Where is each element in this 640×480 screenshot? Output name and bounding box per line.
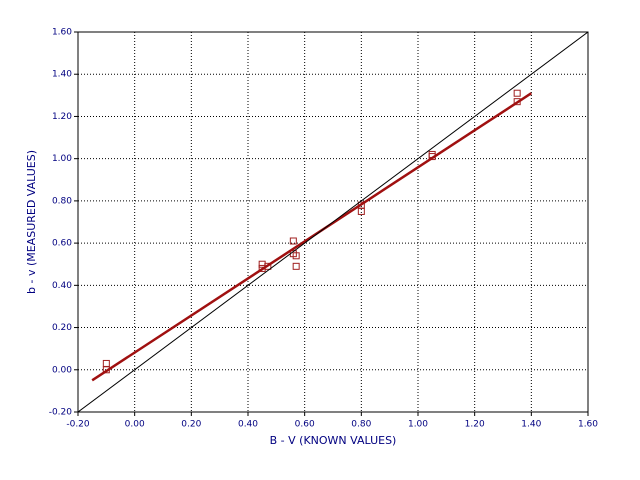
y-tick-label: 0.40: [52, 281, 72, 291]
x-tick-label: 1.60: [578, 420, 598, 430]
y-tick-label: -0.20: [49, 408, 73, 418]
point: [258, 260, 266, 268]
point: [102, 359, 110, 367]
x-axis-label: B - V (KNOWN VALUES): [270, 434, 397, 447]
x-tick-label: 0.60: [295, 420, 315, 430]
plot-frame: [77, 31, 589, 413]
x-tick-label: -0.20: [66, 420, 90, 430]
x-tick-label: 1.00: [408, 420, 428, 430]
y-tick-label: 1.60: [52, 28, 72, 38]
y-tick-label: 1.00: [52, 154, 72, 164]
y-tick-label: 0.60: [52, 239, 72, 249]
y-tick-label: 0.00: [52, 365, 72, 375]
y-tick-label: 1.20: [52, 112, 72, 122]
x-tick-label: 1.20: [465, 420, 485, 430]
x-tick-label: 0.00: [125, 420, 145, 430]
x-tick-label: 0.20: [181, 420, 201, 430]
y-axis-label: b - v (MEASURED VALUES): [25, 150, 38, 294]
y-tick-label: 0.80: [52, 196, 72, 206]
line: [78, 32, 588, 412]
x-tick-label: 0.80: [351, 420, 371, 430]
point: [357, 207, 365, 215]
point: [513, 89, 521, 97]
x-tick-label: 1.40: [521, 420, 541, 430]
point: [292, 262, 300, 270]
y-tick-label: 1.40: [52, 70, 72, 80]
point: [292, 252, 300, 260]
x-tick-label: 0.40: [238, 420, 258, 430]
y-tick-label: 0.20: [52, 323, 72, 333]
line: [91, 92, 533, 382]
point: [289, 237, 297, 245]
